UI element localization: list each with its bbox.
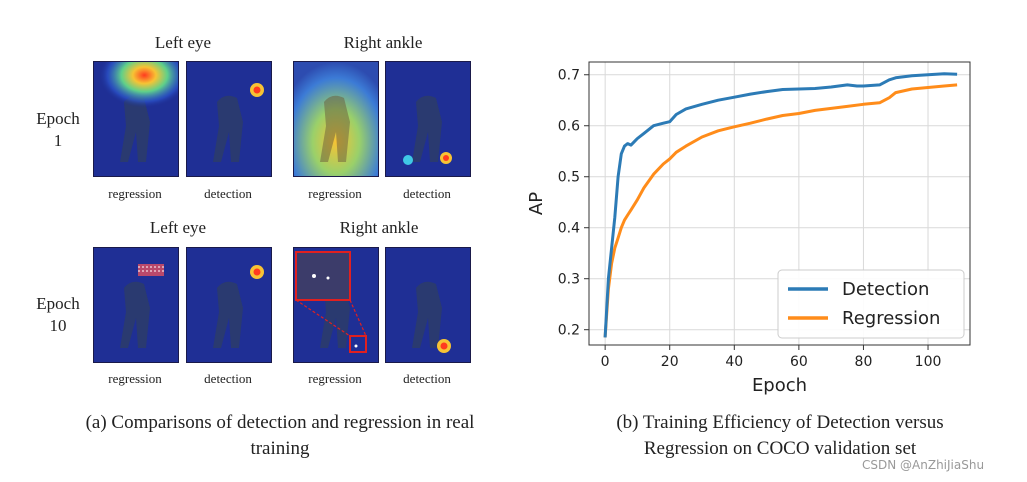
y-tick-label: 0.4 — [558, 221, 580, 237]
epoch-number: 10 — [49, 316, 67, 335]
legend-label-detection: Detection — [842, 279, 929, 300]
y-tick-label: 0.6 — [558, 119, 580, 135]
x-tick-label: 0 — [601, 354, 610, 370]
caption-a: (a) Comparisons of detection and regress… — [20, 410, 540, 462]
caption-a-line1: (a) Comparisons of detection and regress… — [85, 412, 475, 433]
y-tick-label: 0.7 — [558, 68, 580, 84]
ap-vs-epoch-chart: 0 20 40 60 80 100 0.2 0.3 0.4 0.5 0.6 0.7 Epoch AP Det… — [526, 61, 971, 396]
heatmap-regression-left-eye-epoch10 — [93, 247, 179, 363]
sub-label-detection-4: detection — [403, 371, 451, 386]
heatmap-regression-left-eye-epoch1 — [93, 61, 179, 177]
series-line-detection — [603, 72, 958, 338]
legend-label-regression: Regression — [842, 308, 940, 329]
epoch-word: Epoch — [36, 294, 80, 313]
sub-label-detection-3: detection — [204, 371, 252, 386]
caption-b: (b) Training Efficiency of Detection ver… — [560, 410, 1000, 462]
watermark: CSDN @AnZhiJiaShu — [862, 458, 985, 472]
epoch-row-label-1: Epoch 1 — [28, 108, 88, 152]
heatmap-detection-left-eye-epoch10 — [186, 247, 272, 363]
y-tick-label: 0.2 — [558, 323, 580, 339]
sub-label-regression-2: regression — [308, 186, 362, 201]
heatmap-detection-right-ankle-epoch1 — [385, 61, 471, 177]
x-axis-label: Epoch — [752, 375, 807, 396]
x-tick-label: 60 — [790, 354, 808, 370]
x-tick-label: 80 — [855, 354, 873, 370]
sub-label-detection-1: detection — [204, 186, 252, 201]
epoch-row-label-10: Epoch 10 — [28, 293, 88, 337]
y-axis-label: AP — [526, 192, 547, 215]
heatmap-regression-right-ankle-epoch10 — [293, 247, 379, 363]
caption-b-line2: Regression on COCO validation set — [643, 438, 917, 459]
x-tick-label: 100 — [915, 354, 942, 370]
col-title-left-eye-bottom: Left eye — [149, 218, 207, 237]
epoch-word: Epoch — [36, 109, 80, 128]
legend-box — [777, 269, 965, 339]
y-tick-label: 0.3 — [558, 272, 580, 288]
heatmap-regression-right-ankle-epoch1 — [293, 61, 379, 177]
heatmap-detection-left-eye-epoch1 — [186, 61, 272, 177]
x-tick-label: 20 — [661, 354, 679, 370]
series-line-regression — [603, 83, 958, 338]
x-tick-label: 40 — [725, 354, 743, 370]
col-title-left-eye-top: Left eye — [154, 33, 212, 52]
plot-frame — [588, 61, 971, 346]
sub-label-regression-1: regression — [108, 186, 162, 201]
caption-a-line2: training — [250, 438, 310, 459]
col-title-right-ankle-bottom: Right ankle — [339, 218, 419, 237]
caption-b-line1: (b) Training Efficiency of Detection ver… — [616, 412, 944, 433]
sub-label-regression-4: regression — [308, 371, 362, 386]
col-title-right-ankle-top: Right ankle — [343, 33, 423, 52]
epoch-number: 1 — [53, 131, 63, 150]
heatmap-detection-right-ankle-epoch10 — [385, 247, 471, 363]
sub-label-detection-2: detection — [403, 186, 451, 201]
sub-label-regression-3: regression — [108, 371, 162, 386]
y-tick-label: 0.5 — [558, 170, 580, 186]
